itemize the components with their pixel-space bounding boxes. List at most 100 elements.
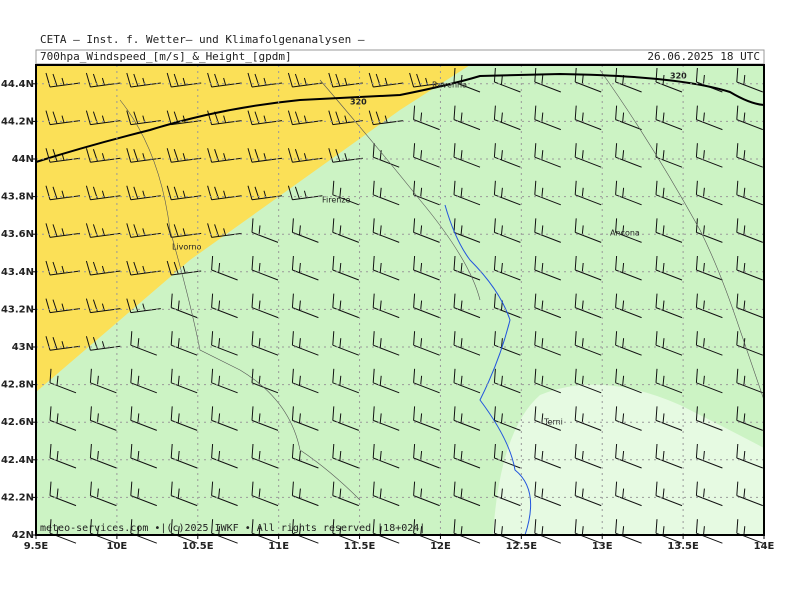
wind-barb xyxy=(372,406,400,431)
contour-label: 320 xyxy=(670,72,687,81)
wind-barb xyxy=(453,218,481,243)
x-tick-label: 9.5E xyxy=(24,541,49,552)
wind-barb xyxy=(45,148,81,163)
wind-barb xyxy=(328,110,363,126)
wind-barb xyxy=(453,368,481,394)
wind-barb xyxy=(85,72,121,88)
wind-barb xyxy=(372,293,400,319)
wind-barb xyxy=(736,481,763,507)
wind-barb xyxy=(372,180,400,206)
wind-barb xyxy=(85,336,121,351)
wind-barb xyxy=(736,143,763,168)
wind-barb xyxy=(453,293,481,319)
wind-barb xyxy=(736,105,763,131)
y-tick-label: 44.4N xyxy=(1,79,34,90)
y-tick-label: 43N xyxy=(12,342,34,353)
wind-barb xyxy=(736,293,763,319)
wind-barb xyxy=(166,72,202,88)
wind-barb xyxy=(291,443,319,469)
x-tick-label: 11.5E xyxy=(344,541,376,552)
x-tick-label: 10E xyxy=(107,541,128,552)
wind-barb xyxy=(126,185,161,201)
wind-barb xyxy=(126,72,161,88)
wind-barb xyxy=(211,443,238,469)
wind-barb xyxy=(291,481,319,507)
wind-barb xyxy=(368,110,404,126)
wind-barb xyxy=(247,185,283,201)
height-contour xyxy=(35,72,765,163)
y-tick-label: 42.2N xyxy=(1,492,34,503)
wind-barb xyxy=(287,148,323,163)
y-tick-label: 43.2N xyxy=(1,304,34,315)
wind-barb xyxy=(291,255,319,281)
institute: CETA – Inst. f. Wetter– und Klimafolgena… xyxy=(40,33,365,46)
wind-barb xyxy=(211,293,238,319)
wind-barb xyxy=(736,255,763,281)
wind-barb xyxy=(453,255,481,281)
wind-barb xyxy=(453,143,481,168)
title: 700hpa_Windspeed_[m/s]_&_Height_[gpdm] xyxy=(40,50,292,63)
wind-barb xyxy=(453,331,481,356)
wind-barb xyxy=(45,223,81,238)
wind-barb xyxy=(85,298,121,314)
wind-barb xyxy=(372,481,400,507)
wind-barb xyxy=(85,260,121,276)
borders xyxy=(119,69,765,501)
wind-barb xyxy=(130,368,157,394)
y-tick-label: 43.8N xyxy=(1,192,34,203)
y-tick-label: 42.4N xyxy=(1,455,34,466)
wind-barb xyxy=(287,72,323,88)
x-tick-label: 13.5E xyxy=(667,541,699,552)
map-frame xyxy=(35,64,765,536)
wind-barb xyxy=(45,185,81,201)
date: 26.06.2025 18 UTC xyxy=(647,50,760,63)
wind-barb xyxy=(85,185,121,201)
wind-barb xyxy=(736,67,763,93)
wind-barb xyxy=(247,110,283,126)
river xyxy=(444,204,532,536)
x-tick-label: 12E xyxy=(430,541,451,552)
x-tick-label: 10.5E xyxy=(182,541,214,552)
wind-barb xyxy=(372,255,400,281)
wind-barb xyxy=(736,218,763,243)
wind-barb xyxy=(45,336,81,351)
wind-barb xyxy=(130,406,157,431)
wind-barb xyxy=(211,481,238,507)
wind-barb xyxy=(453,443,481,469)
wind-barb xyxy=(85,110,121,126)
wind-barb xyxy=(453,406,481,431)
wind-barb xyxy=(130,443,157,469)
y-tick-label: 42N xyxy=(12,530,34,541)
wind-barb xyxy=(736,368,763,394)
city: Livorno xyxy=(172,243,202,252)
wind-barb xyxy=(45,260,81,276)
wind-barb xyxy=(45,298,81,314)
wind-barb xyxy=(126,260,161,276)
wind-barb xyxy=(207,110,242,126)
wind-barb xyxy=(126,110,161,126)
y-tick-label: 43.6N xyxy=(1,229,34,240)
wind-barb xyxy=(85,223,121,238)
footer: meteo-services.com •|(c)2025 IWKF • All … xyxy=(40,523,425,534)
wind-barb xyxy=(126,223,161,238)
wind-barb xyxy=(736,443,763,469)
wind-barb xyxy=(291,406,319,431)
wind-barb xyxy=(453,67,481,93)
wind-barb xyxy=(130,481,157,507)
wind-barb xyxy=(126,148,161,163)
wind-barb xyxy=(372,368,400,394)
wind-barb xyxy=(247,72,283,88)
wind-barb xyxy=(166,223,202,238)
wind-barb xyxy=(166,110,202,126)
y-tick-label: 42.6N xyxy=(1,417,34,428)
city: Ancona xyxy=(610,229,640,238)
wind-barb xyxy=(207,223,242,238)
wind-barb xyxy=(287,110,323,126)
wind-barb xyxy=(328,148,363,163)
wind-barb xyxy=(166,185,202,201)
y-tick-label: 44.2N xyxy=(1,116,34,127)
x-tick-label: 12.5E xyxy=(506,541,538,552)
wind-barb xyxy=(328,72,363,88)
y-tick-label: 43.4N xyxy=(1,267,34,278)
